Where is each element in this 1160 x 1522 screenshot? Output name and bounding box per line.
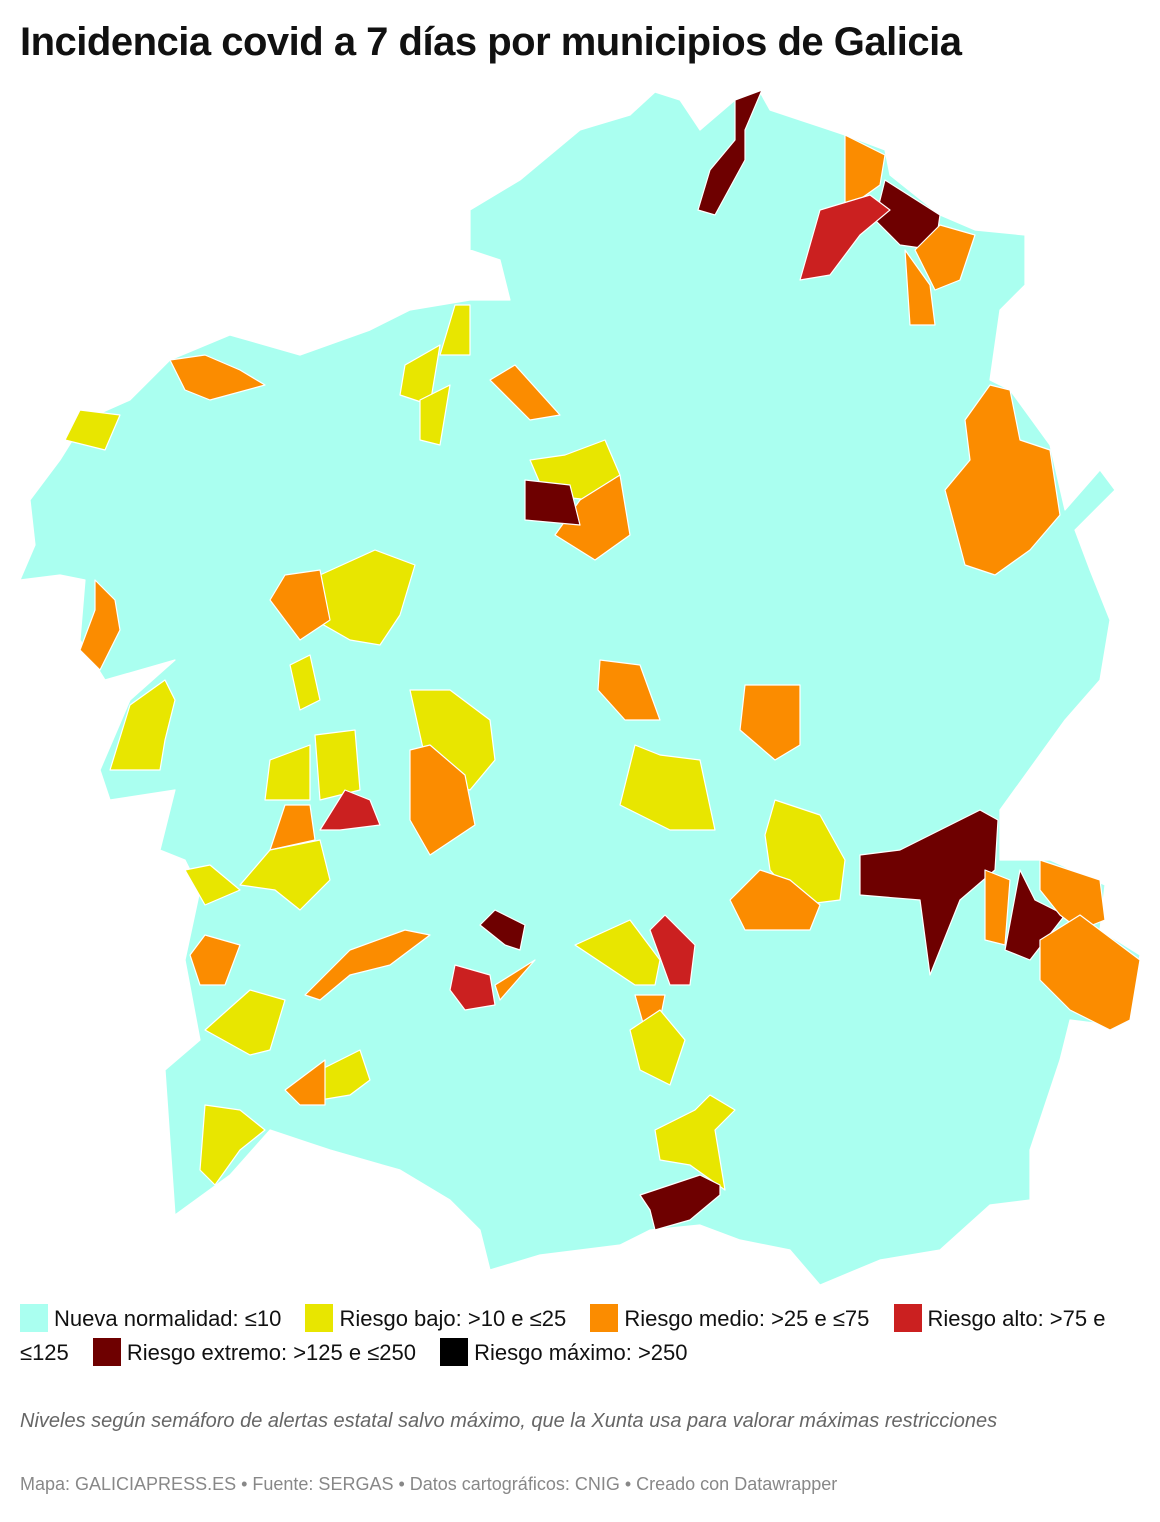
region <box>729 869 821 931</box>
legend-swatch <box>893 1304 922 1332</box>
region <box>524 479 581 526</box>
legend-label: Riesgo medio: >25 e ≤75 <box>624 1306 870 1331</box>
region <box>489 364 561 421</box>
region <box>284 1059 326 1106</box>
region <box>239 839 331 911</box>
region <box>79 579 121 671</box>
legend-label: Nueva normalidad: ≤10 <box>54 1306 282 1331</box>
region-base <box>19 91 1141 1286</box>
region <box>944 384 1061 576</box>
region <box>844 134 886 211</box>
region <box>1039 914 1141 1031</box>
region <box>199 1104 266 1186</box>
region <box>319 789 381 831</box>
region <box>639 1174 721 1231</box>
region <box>914 224 976 291</box>
region <box>494 959 536 1001</box>
legend-swatch <box>20 1304 48 1332</box>
region <box>799 194 891 281</box>
region <box>619 744 716 831</box>
region <box>409 744 476 856</box>
title: Incidencia covid a 7 días por municipios… <box>20 20 962 64</box>
region <box>654 1094 736 1191</box>
region <box>304 929 431 1001</box>
legend-swatch <box>305 1304 334 1332</box>
region <box>859 809 999 976</box>
region <box>649 914 696 986</box>
region <box>574 919 661 986</box>
region <box>189 934 241 986</box>
map <box>19 89 1141 1286</box>
legend-item: Riesgo extremo: >125 e ≤250 <box>92 1338 416 1366</box>
region <box>419 384 451 446</box>
region <box>64 409 121 451</box>
region <box>739 684 801 761</box>
region <box>109 679 176 771</box>
region <box>597 659 661 721</box>
legend-item: Riesgo medio: >25 e ≤75 <box>590 1304 870 1332</box>
legend-item: Riesgo alto: >75 e ≤125 <box>20 1304 1106 1365</box>
legend-swatch <box>440 1338 469 1366</box>
region <box>554 474 631 561</box>
region <box>169 354 266 401</box>
legend-item: Riesgo bajo: >10 e ≤25 <box>305 1304 567 1332</box>
credits: Mapa: GALICIAPRESS.ES • Fuente: SERGAS •… <box>20 1474 838 1494</box>
region <box>697 89 763 216</box>
region <box>314 729 361 801</box>
legend-swatch <box>590 1304 619 1332</box>
region <box>904 249 936 326</box>
legend: Nueva normalidad: ≤10 Riesgo bajo: >10 e… <box>20 1302 1145 1370</box>
region <box>629 1009 686 1086</box>
region <box>289 654 321 711</box>
region <box>264 744 311 801</box>
legend-item: Nueva normalidad: ≤10 <box>20 1304 282 1332</box>
region <box>269 804 316 851</box>
region <box>184 864 241 906</box>
note: Niveles según semáforo de alertas estata… <box>20 1410 998 1432</box>
legend-item: Riesgo máximo: >250 <box>440 1338 688 1366</box>
region <box>439 304 471 356</box>
region <box>449 964 496 1011</box>
region <box>479 909 526 951</box>
region <box>204 989 286 1056</box>
region <box>269 569 331 641</box>
legend-label: Riesgo extremo: >125 e ≤250 <box>126 1340 416 1365</box>
region <box>984 869 1011 946</box>
legend-label: Riesgo máximo: >250 <box>474 1340 688 1365</box>
legend-label: Riesgo bajo: >10 e ≤25 <box>339 1306 567 1331</box>
legend-swatch <box>92 1338 121 1366</box>
legend-label: Riesgo alto: >75 e ≤125 <box>20 1306 1106 1365</box>
